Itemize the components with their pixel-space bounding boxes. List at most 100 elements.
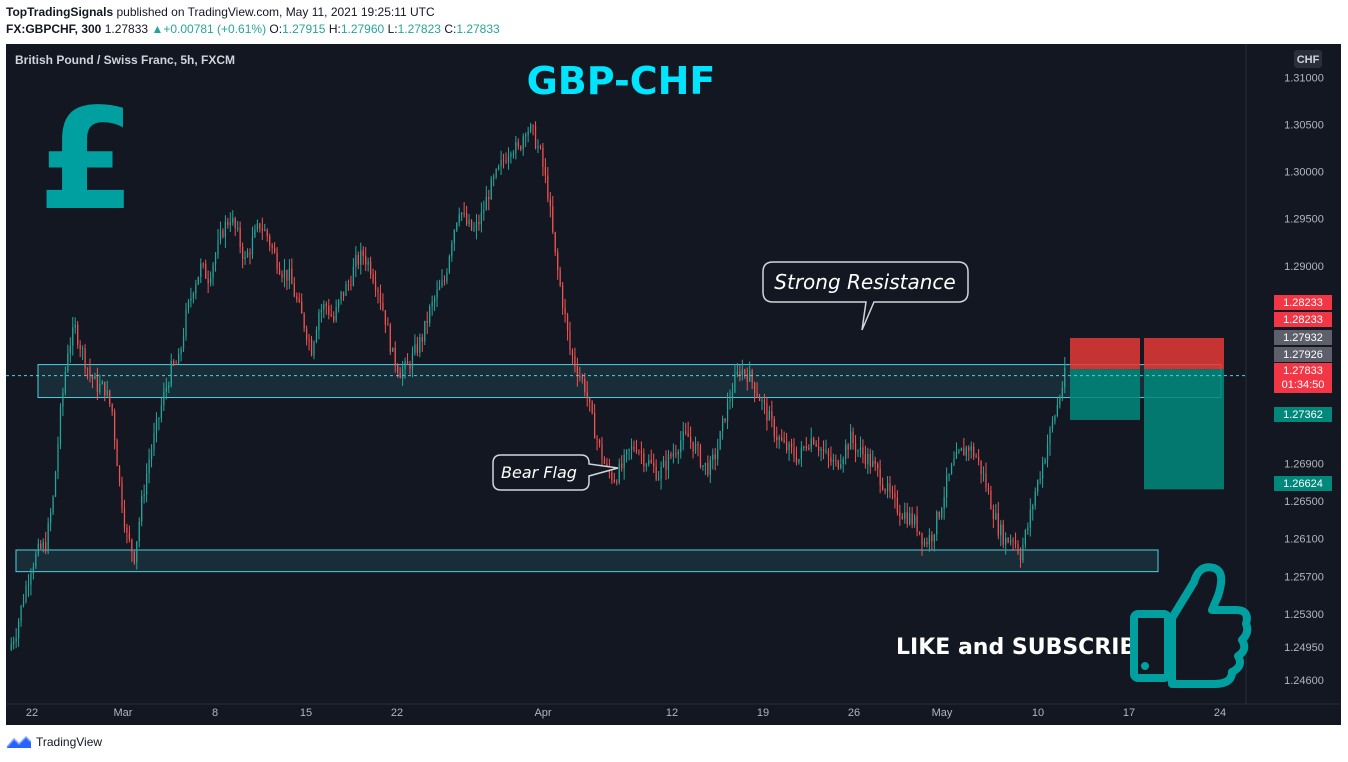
candle-body[interactable] [197,276,199,285]
candle-body[interactable] [557,252,559,271]
candle-body[interactable] [330,314,332,317]
candle-body[interactable] [877,463,879,469]
candle-body[interactable] [552,206,554,233]
candle-body[interactable] [825,450,827,452]
candle-body[interactable] [613,479,615,482]
candle-body[interactable] [195,284,197,294]
take-profit-zone[interactable] [1070,369,1140,420]
candle-body[interactable] [283,269,286,278]
candle-body[interactable] [579,376,581,378]
candle-body[interactable] [1012,540,1014,542]
candle-body[interactable] [973,446,975,457]
candle-body[interactable] [544,167,547,176]
candle-body[interactable] [320,309,323,313]
candle-body[interactable] [485,197,487,211]
candle-body[interactable] [837,460,839,469]
candle-body[interactable] [625,450,628,455]
candle-body[interactable] [630,446,633,450]
candle-body[interactable] [657,478,660,480]
candle-body[interactable] [20,605,22,622]
candle-body[interactable] [810,438,812,449]
candle-body[interactable] [158,417,160,420]
candle-body[interactable] [301,301,303,314]
candle-body[interactable] [429,306,431,323]
candle-body[interactable] [377,289,379,293]
candle-body[interactable] [990,490,992,510]
candle-body[interactable] [244,256,246,259]
candle-body[interactable] [234,218,236,228]
candle-body[interactable] [1000,524,1002,536]
candle-body[interactable] [345,284,347,296]
candle-body[interactable] [670,454,672,457]
candle-body[interactable] [288,268,291,281]
candle-body[interactable] [273,247,276,253]
candle-body[interactable] [399,372,401,379]
candle-body[interactable] [205,264,207,279]
candle-body[interactable] [603,459,606,464]
candle-body[interactable] [933,534,935,542]
candle-body[interactable] [1059,397,1061,405]
candle-body[interactable] [667,454,670,471]
candle-body[interactable] [365,255,367,265]
candle-body[interactable] [414,344,416,353]
candle-body[interactable] [958,450,960,453]
candle-body[interactable] [640,451,643,454]
tradingview-logo-icon[interactable] [6,735,32,749]
candle-body[interactable] [672,453,675,457]
candle-body[interactable] [554,232,556,253]
candle-body[interactable] [431,301,433,307]
candle-body[interactable] [584,378,586,392]
candle-body[interactable] [325,304,327,306]
candle-body[interactable] [433,298,436,302]
candle-body[interactable] [502,159,505,161]
candle-body[interactable] [751,370,753,383]
candle-body[interactable] [960,448,963,451]
candle-body[interactable] [227,221,229,226]
candle-body[interactable] [813,438,815,444]
candle-body[interactable] [881,484,884,490]
candle-body[interactable] [938,511,940,518]
candle-body[interactable] [276,252,278,269]
chart-canvas[interactable]: 1.31000 1.30500 1.30000 1.29500 1.29000 1.269… [6,44,1341,725]
candle-body[interactable] [126,527,128,533]
candle-body[interactable] [505,160,507,163]
candle-body[interactable] [81,348,84,350]
candle-body[interactable] [589,398,591,403]
candle-body[interactable] [421,337,423,342]
candle-body[interactable] [616,481,618,483]
candle-body[interactable] [886,483,889,492]
candle-body[interactable] [232,218,234,223]
candle-body[interactable] [731,392,734,400]
candle-body[interactable] [586,391,588,399]
candle-body[interactable] [113,411,116,441]
candle-body[interactable] [480,212,483,225]
candle-body[interactable] [635,449,638,452]
candle-body[interactable] [443,280,446,282]
candle-body[interactable] [372,274,374,282]
candle-body[interactable] [537,146,539,149]
candle-body[interactable] [10,643,12,650]
candle-body[interactable] [89,368,91,376]
candle-body[interactable] [928,535,931,545]
candle-body[interactable] [77,324,79,345]
candle-body[interactable] [650,460,652,463]
candle-body[interactable] [458,214,460,223]
candle-body[interactable] [259,223,261,229]
candle-body[interactable] [1019,552,1022,561]
candle-body[interactable] [177,353,180,364]
candle-body[interactable] [293,284,295,297]
candle-body[interactable] [901,516,903,519]
candle-body[interactable] [25,585,27,602]
candle-body[interactable] [241,246,244,259]
candle-body[interactable] [369,261,372,275]
candle-body[interactable] [884,489,886,492]
candle-body[interactable] [180,348,182,354]
candle-body[interactable] [54,471,57,497]
candle-body[interactable] [857,450,859,452]
candle-body[interactable] [830,457,832,463]
candle-body[interactable] [200,263,202,277]
candle-body[interactable] [529,125,532,132]
candle-body[interactable] [170,360,172,386]
candle-body[interactable] [1041,463,1044,479]
candle-body[interactable] [382,302,384,311]
